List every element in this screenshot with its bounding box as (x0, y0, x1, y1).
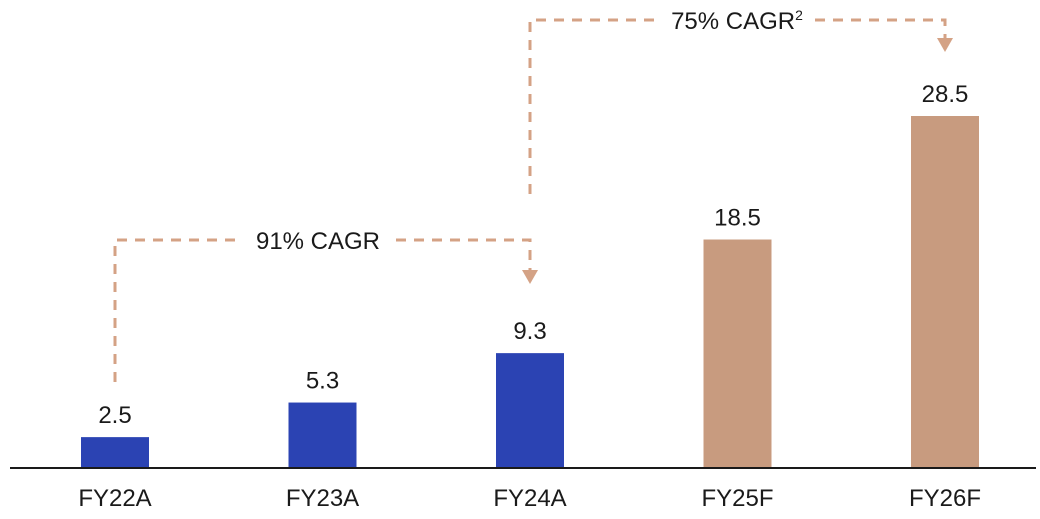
tick-label-fy24a: FY24A (493, 485, 566, 512)
cagr-91-arrow-head-icon (522, 270, 538, 284)
cagr-91-connector-left (113, 238, 240, 382)
bar-fy22a (81, 437, 149, 468)
cagr-75-connector-right (815, 18, 947, 40)
data-label-fy24a: 9.3 (513, 318, 546, 345)
x-tick-labels: FY22A FY23A FY24A FY25F FY26F (78, 485, 981, 512)
cagr-75-label-text: 75% CAGR (671, 8, 795, 35)
data-label-fy22a: 2.5 (98, 402, 131, 429)
data-label-fy23a: 5.3 (306, 368, 339, 395)
annotation-cagr-91: 91% CAGR (113, 228, 538, 382)
annotation-cagr-75: 75% CAGR2 (528, 7, 953, 194)
data-label-fy26f: 28.5 (922, 81, 969, 108)
cagr-91-connector-right (396, 238, 532, 272)
tick-label-fy23a: FY23A (286, 485, 359, 512)
tick-label-fy25f: FY25F (701, 485, 773, 512)
cagr-75-label-superscript: 2 (795, 7, 803, 23)
bars-group: 2.5 5.3 9.3 18.5 28.5 (81, 81, 979, 468)
bar-fy24a (496, 353, 564, 468)
bar-fy23a (288, 402, 357, 468)
tick-label-fy26f: FY26F (909, 485, 981, 512)
data-label-fy25f: 18.5 (714, 205, 761, 232)
cagr-75-connector-left (528, 18, 659, 194)
cagr-75-label: 75% CAGR2 (671, 7, 803, 35)
cagr-annotations: 91% CAGR 75% CAGR2 (113, 7, 953, 382)
bar-fy25f (703, 239, 772, 468)
tick-label-fy22a: FY22A (78, 485, 151, 512)
bar-fy26f (911, 116, 979, 468)
cagr-91-label-text: 91% CAGR (256, 228, 380, 255)
cagr-75-arrow-head-icon (937, 38, 953, 52)
cagr-91-label: 91% CAGR (256, 228, 380, 255)
